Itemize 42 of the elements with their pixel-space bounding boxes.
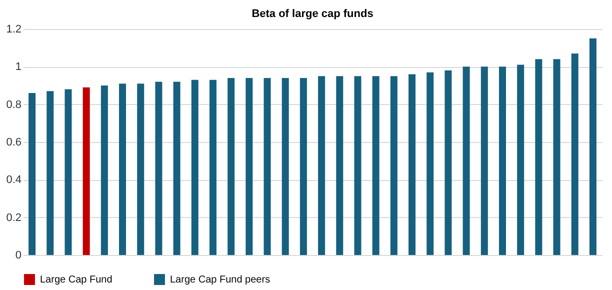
bar (426, 72, 434, 255)
y-tick-label: 0.2 (6, 212, 22, 224)
bar (28, 93, 36, 255)
bar (480, 66, 488, 255)
y-tick-label: 0.6 (6, 136, 22, 148)
legend-label: Large Cap Fund (40, 274, 112, 286)
bar (264, 78, 271, 255)
bar (282, 78, 289, 255)
bar (372, 76, 380, 255)
bar (571, 53, 578, 255)
bar (336, 76, 344, 255)
y-tick-label: 0.4 (6, 174, 22, 186)
y-tick-label: 0 (15, 250, 22, 262)
bar (82, 87, 90, 255)
bar (137, 84, 144, 255)
bar (498, 66, 506, 255)
bar (390, 76, 398, 255)
bar (517, 64, 524, 255)
bar (300, 78, 307, 255)
bar (444, 70, 452, 255)
bar (246, 78, 253, 255)
bar (173, 82, 180, 255)
bar (119, 84, 126, 255)
bar (46, 91, 54, 255)
y-tick-label: 0.8 (6, 98, 22, 111)
bar (589, 38, 596, 255)
bar (228, 78, 235, 255)
y-tick-label: 1.2 (6, 24, 22, 36)
chart-title: Beta of large cap funds (252, 8, 374, 20)
bar (462, 66, 470, 255)
bar (155, 82, 162, 255)
bar (64, 89, 72, 255)
y-tick-label: 1 (15, 61, 22, 74)
bar (535, 59, 542, 255)
bar (100, 86, 108, 255)
bar (191, 80, 198, 255)
bar (408, 74, 416, 255)
legend-label: Large Cap Fund peers (170, 274, 270, 286)
bar (209, 80, 216, 255)
bar (318, 76, 326, 255)
bar (553, 59, 560, 255)
bar (354, 76, 362, 255)
